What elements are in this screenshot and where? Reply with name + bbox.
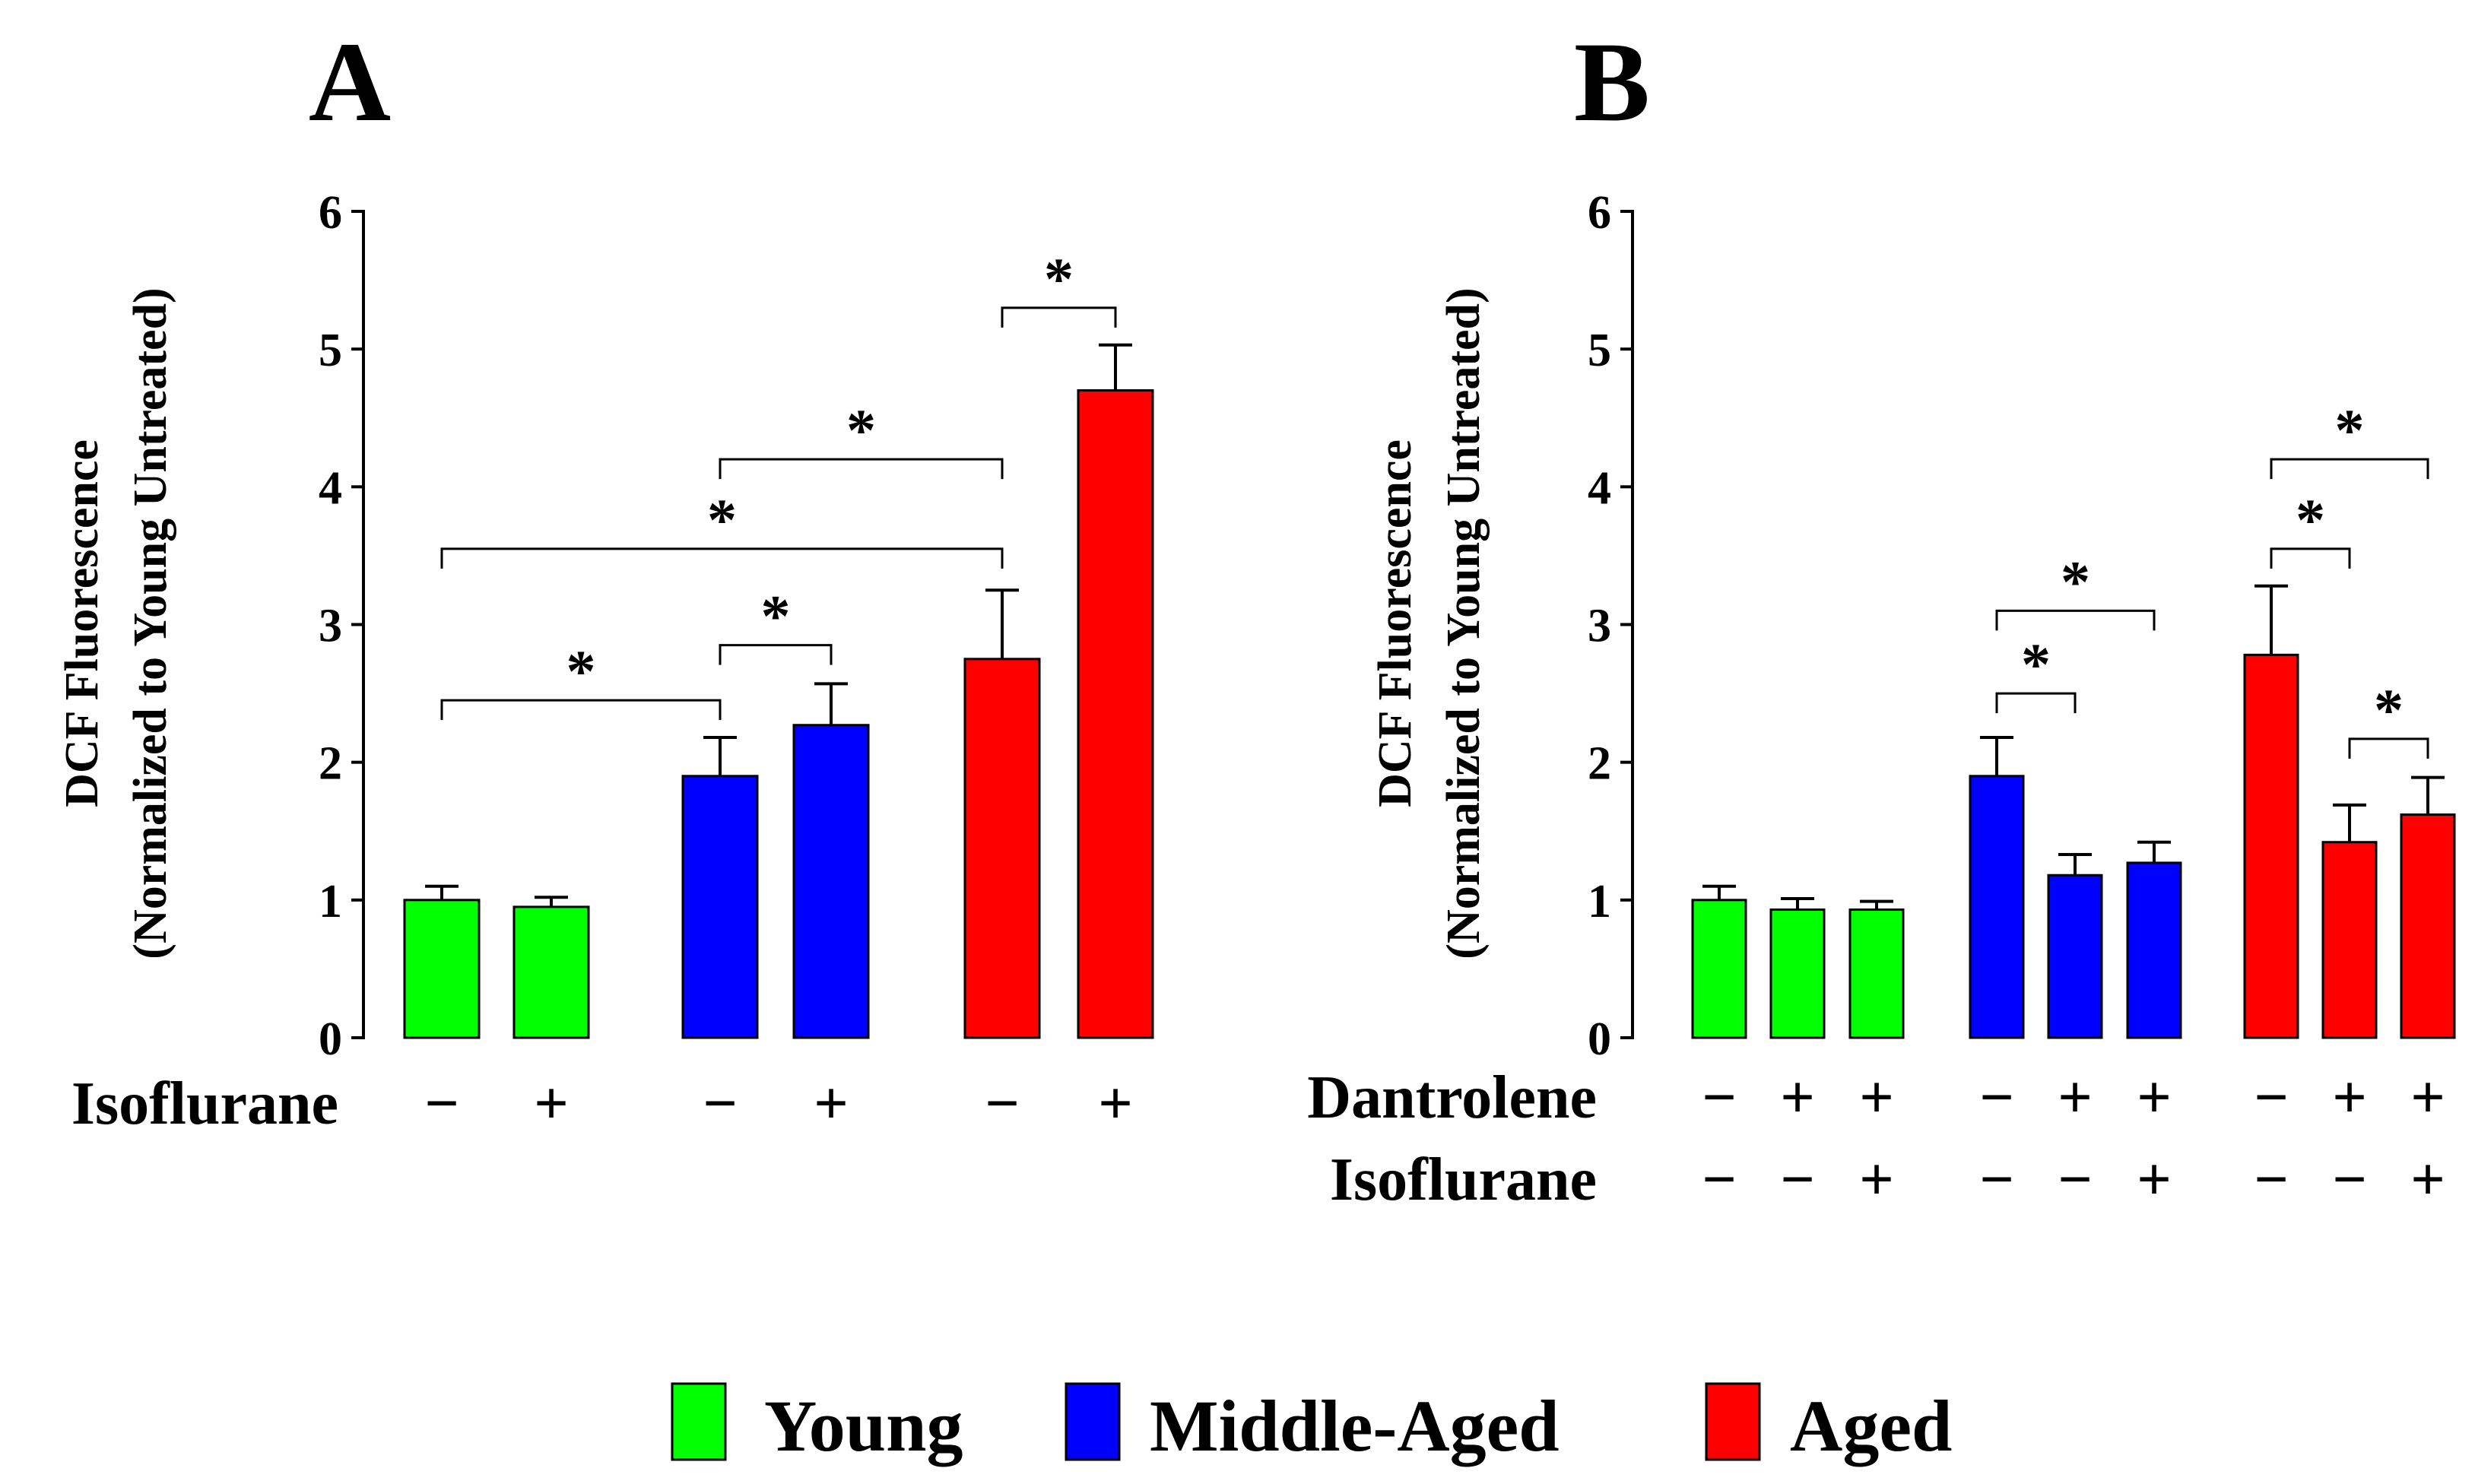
y-tick-label: 0 bbox=[1588, 1013, 1611, 1065]
condition-sign: − bbox=[2332, 1146, 2367, 1213]
bar bbox=[1691, 899, 1747, 1039]
bar bbox=[512, 905, 590, 1039]
significance-star: * bbox=[566, 638, 596, 704]
condition-sign: + bbox=[2410, 1146, 2445, 1213]
significance-bracket bbox=[2270, 547, 2351, 569]
significance-star: * bbox=[707, 487, 737, 553]
significance-star: * bbox=[2021, 631, 2051, 697]
panel-a: A DCF Fluorescence (Normalized to Young Un… bbox=[56, 19, 1154, 1137]
significance-bracket bbox=[719, 458, 1004, 480]
condition-sign: + bbox=[2137, 1146, 2172, 1213]
condition-sign: + bbox=[2137, 1064, 2172, 1131]
y-tick-label: 5 bbox=[319, 325, 342, 376]
y-tick-label: 1 bbox=[1588, 876, 1611, 928]
legend-swatch bbox=[1065, 1382, 1121, 1461]
significance-star: * bbox=[2335, 397, 2365, 463]
condition-sign: + bbox=[1098, 1070, 1133, 1137]
significance-star: * bbox=[2374, 677, 2404, 743]
bar bbox=[1769, 908, 1826, 1039]
bar bbox=[1077, 389, 1154, 1039]
condition-sign: − bbox=[2254, 1146, 2289, 1213]
significance-bracket bbox=[719, 644, 833, 665]
significance-bracket bbox=[440, 547, 1004, 569]
y-tick-label: 6 bbox=[1588, 187, 1611, 239]
condition-row-label: Dantrolene bbox=[1307, 1064, 1597, 1131]
y-tick-label: 2 bbox=[319, 738, 342, 790]
panel-b: B DCF Fluorescence (Normalized to Young Un… bbox=[1307, 19, 2456, 1213]
legend-swatch bbox=[1705, 1382, 1761, 1461]
y-tick-label: 6 bbox=[319, 187, 342, 239]
condition-sign: − bbox=[1979, 1064, 2014, 1131]
y-tick-label: 5 bbox=[1588, 325, 1611, 376]
significance-bracket bbox=[2270, 458, 2429, 480]
condition-row-label: Isoflurane bbox=[71, 1070, 338, 1137]
condition-sign: + bbox=[1780, 1064, 1815, 1131]
bar bbox=[681, 775, 759, 1039]
condition-sign: − bbox=[985, 1070, 1020, 1137]
condition-sign: − bbox=[2058, 1146, 2093, 1213]
y-tick-label: 4 bbox=[1588, 462, 1611, 514]
condition-sign: + bbox=[534, 1070, 569, 1137]
bar bbox=[2126, 861, 2182, 1039]
y-axis-title-line2: (Normalized to Young Untreated) bbox=[125, 287, 176, 959]
y-axis-title-line1: DCF Fluorescence bbox=[56, 439, 108, 807]
condition-sign: + bbox=[814, 1070, 849, 1137]
panel-label: A bbox=[309, 19, 391, 145]
condition-sign: + bbox=[1859, 1064, 1894, 1131]
significance-star: * bbox=[2061, 548, 2090, 614]
bar bbox=[792, 724, 870, 1039]
condition-sign: + bbox=[1859, 1146, 1894, 1213]
condition-sign: − bbox=[1780, 1146, 1815, 1213]
significance-star: * bbox=[2296, 487, 2325, 553]
condition-sign: + bbox=[2410, 1064, 2445, 1131]
significance-star: * bbox=[1044, 246, 1074, 312]
significance-bracket bbox=[1001, 306, 1117, 328]
condition-sign: − bbox=[1979, 1146, 2014, 1213]
significance-star: * bbox=[846, 397, 876, 463]
condition-sign: − bbox=[1702, 1064, 1737, 1131]
condition-row-label: Isoflurane bbox=[1330, 1146, 1597, 1213]
condition-sign: + bbox=[2332, 1064, 2367, 1131]
y-tick-label: 0 bbox=[319, 1013, 342, 1065]
bar bbox=[963, 658, 1041, 1039]
legend: Young Middle-Aged Aged bbox=[671, 1382, 1952, 1467]
legend-label: Aged bbox=[1790, 1385, 1952, 1467]
bar bbox=[2321, 841, 2378, 1039]
legend-label: Middle-Aged bbox=[1150, 1385, 1560, 1467]
bar bbox=[2243, 653, 2299, 1039]
y-axis-title-line2: (Normalized to Young Untreated) bbox=[1438, 287, 1490, 959]
condition-sign: − bbox=[703, 1070, 738, 1137]
y-tick-label: 1 bbox=[319, 876, 342, 928]
significance-bracket bbox=[2348, 737, 2429, 759]
y-tick-label: 2 bbox=[1588, 738, 1611, 790]
condition-sign: − bbox=[424, 1070, 459, 1137]
legend-label: Young bbox=[764, 1385, 963, 1467]
condition-sign: + bbox=[2058, 1064, 2093, 1131]
y-tick-label: 3 bbox=[319, 601, 342, 652]
condition-sign: − bbox=[1702, 1146, 1737, 1213]
panel-label: B bbox=[1574, 19, 1650, 145]
bar bbox=[2400, 813, 2456, 1039]
significance-bracket bbox=[1995, 609, 2156, 631]
legend-swatch bbox=[671, 1382, 727, 1461]
significance-bracket bbox=[1995, 692, 2077, 714]
bar bbox=[2047, 874, 2103, 1039]
bar bbox=[1969, 775, 2025, 1039]
significance-star: * bbox=[761, 583, 791, 649]
y-axis-title-line1: DCF Fluorescence bbox=[1369, 439, 1421, 807]
significance-bracket bbox=[440, 699, 722, 721]
bar bbox=[1848, 908, 1905, 1039]
y-tick-label: 3 bbox=[1588, 601, 1611, 652]
y-tick-label: 4 bbox=[319, 462, 342, 514]
bar bbox=[403, 899, 481, 1039]
condition-sign: − bbox=[2254, 1064, 2289, 1131]
